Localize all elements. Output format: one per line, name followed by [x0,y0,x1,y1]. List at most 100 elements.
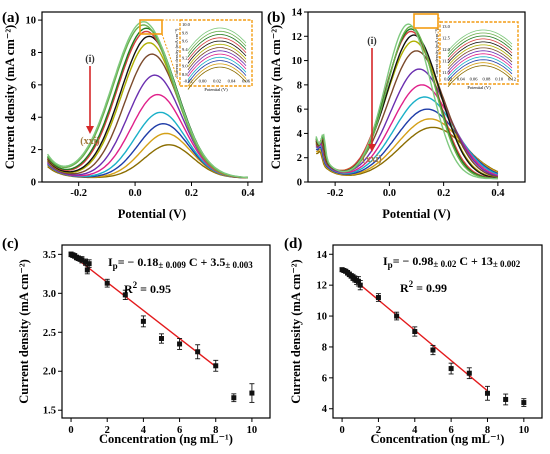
inset-x-tick-label: 0.08 [482,77,491,82]
inset-y-tick-label: 9.6 [182,39,188,44]
inset-series-line [447,62,513,84]
inset-y-tick-label: 9.0 [182,64,188,69]
peak-highlight-box [139,19,163,35]
equation-intercept-error: ± 0.003 [225,260,253,270]
data-point [412,329,418,334]
y-axis-title: Current density (mA cm⁻²) [17,259,31,403]
data-point [122,292,128,298]
inset-x-tick-label: 0.00 [199,79,208,84]
x-tick-label: 0.4 [491,188,505,199]
inset-series-line [187,34,247,58]
y-tick-label: 2 [31,145,36,156]
y-axis-title: Current density (mA cm⁻²) [269,25,283,169]
voltammogram-curves [315,23,499,180]
inset-y-tick-label: 9.2 [182,55,188,60]
y-tick-label: 14 [292,8,303,19]
equation-slope-error: ± 0.009 [158,260,186,270]
inset-series-line [187,30,247,54]
inset-series-line [187,53,247,77]
inset-y-tick-label: 10.0 [182,22,191,27]
inset-series-line [447,65,513,87]
y-tick-label: 12 [292,32,303,43]
x-tick-label: 10 [247,425,258,436]
inset-x-tick-label: 0.04 [457,77,466,82]
y-tick-label: 14 [317,250,328,261]
x-tick-label: 0.0 [383,188,396,199]
x-tick-label: 8 [485,425,490,436]
panel-c: (c) 0 2 4 6 8 10 1.5 2.0 2.5 3.0 3.5 Concentration (… [2,236,271,446]
r-squared-value: = 0.95 [137,282,171,296]
inset-connector [161,33,181,87]
y-tick-label: 2.5 [43,328,56,339]
inset-series-line [187,40,247,64]
x-tick-label: -0.2 [327,188,344,199]
y-tick-label: 2 [297,153,302,164]
inset-x-tick-label: 0.04 [228,79,237,84]
equation-intercept: C + 13 [456,254,493,268]
fit-equation: Ip= − 0.18± 0.009 C + 3.5± 0.003 [108,255,253,271]
inset-series-line [187,63,247,87]
y-tick-label: 3.0 [43,289,56,300]
x-tick-label: 0.0 [129,188,142,199]
data-point [104,280,110,286]
y-axis-title: Current density (mA cm⁻²) [289,259,303,403]
data-point [86,261,92,267]
arrow-label-top: (i) [367,36,376,47]
r-squared: R2 = 0.95 [124,280,171,296]
x-tick-label: 6 [177,425,182,436]
series-line [315,84,499,177]
plot-frame [61,244,271,419]
inset-x-tick-label: 0.06 [242,79,251,84]
equation-intercept-error: ± 0.002 [493,259,521,269]
plot-frame [41,11,263,183]
y-tick-label: 6 [322,373,327,384]
data-point [84,267,90,273]
data-point [83,259,89,265]
data-point [195,349,201,355]
y-tick-label: 3.5 [43,250,56,261]
y-tick-label: 4 [297,129,303,140]
y-tick-label: 10 [317,312,328,323]
x-tick-label: 0 [68,425,73,436]
data-point [249,390,255,396]
series-line [47,21,248,179]
y-axis-title: Current density (mA cm⁻²) [3,25,17,169]
y-tick-label: 0 [297,178,302,189]
y-tick-label: 4 [322,404,328,415]
r-squared-value: = 0.99 [413,281,447,295]
y-tick-label: 2.0 [43,367,56,378]
x-tick-label: 10 [519,425,530,436]
data-point [231,395,237,401]
inset-series-line [187,60,247,84]
data-point [79,257,85,263]
inset-series-line [447,47,513,70]
arrow-label-bottom: (xxi) [362,154,381,165]
y-tick-label: 8 [31,48,36,59]
data-point [521,400,527,406]
inset-x-tick-label: 0.10 [495,77,504,82]
data-point [466,370,472,376]
inset: -0.02 0.00 0.02 0.04 0.06 8.8 9.0 9.2 9.4 9.6 9.8 1… [174,19,253,92]
panel-label: (b) [267,10,285,26]
voltammogram-curves [47,21,248,179]
inset-x-tick-label: 0.12 [508,77,516,82]
inset-series-line [187,56,247,80]
inset-series-line [447,53,513,76]
trend-arrow-head [86,126,94,134]
inset-x-tick-label: -0.02 [183,79,192,84]
x-axis-title: Potential (V) [382,207,450,221]
data-point [394,313,400,319]
data-point [484,390,490,396]
fit-line [70,253,217,368]
x-tick-label: 0.4 [241,188,255,199]
x-tick-label: 0 [339,425,344,436]
panel-label: (d) [284,236,302,252]
inset-y-tick-label: 9.4 [182,47,188,52]
data-point [355,278,361,284]
inset-series-line [447,56,513,79]
inset-series-line [447,38,513,61]
inset-y-tick-label: 11.0 [442,70,450,75]
y-tick-label: 0 [31,178,36,189]
inset-series-line [447,32,513,55]
inset-series-line [187,43,247,67]
